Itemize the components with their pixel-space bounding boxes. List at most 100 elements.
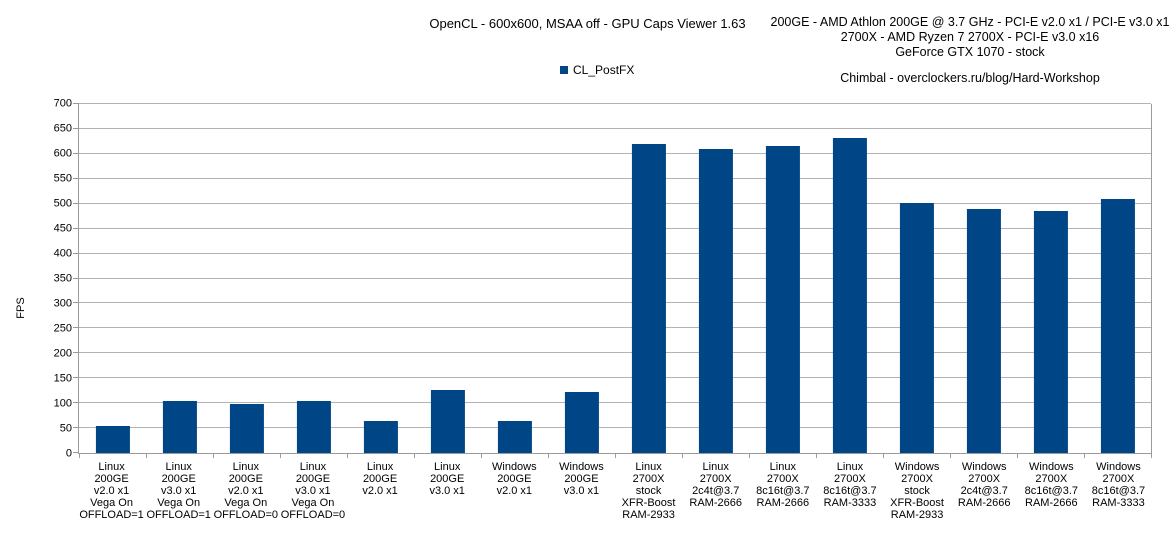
x-tick-mark: [146, 453, 147, 458]
x-category-label: Linux 200GE v2.0 x1 Vega On OFFLOAD=0: [213, 461, 279, 521]
bar: [95, 426, 130, 453]
y-tick-label: 450: [53, 222, 72, 235]
bar: [1100, 199, 1135, 453]
x-category-label: Linux 2700X 8c16t@3.7 RAM-2666: [756, 461, 810, 509]
x-category-label: Windows 2700X 8c16t@3.7 RAM-3333: [1091, 461, 1146, 509]
system-info-line-2700x: 2700X - AMD Ryzen 7 2700X - PCI-E v3.0 x…: [840, 30, 1100, 44]
bar-cell: [883, 104, 950, 453]
bar: [296, 400, 331, 453]
gridline: [79, 302, 1151, 304]
credit-line: Chimbal - overclockers.ru/blog/Hard-Work…: [840, 71, 1100, 85]
x-category-label: Windows 2700X 8c16t@3.7 RAM-2666: [1024, 461, 1078, 509]
bar: [698, 148, 733, 453]
gridline: [79, 402, 1151, 404]
y-tick-label: 200: [53, 347, 72, 360]
bar-cell: [280, 104, 347, 453]
x-category-label: Windows 200GE v3.0 x1: [559, 461, 604, 497]
x-category-label: Linux 200GE v2.0 x1: [362, 461, 398, 497]
y-tick-label: 0: [65, 447, 72, 460]
gridline: [79, 177, 1151, 179]
bar-cell: [615, 104, 682, 453]
bar-cell: [481, 104, 548, 453]
legend: CL_PostFX: [560, 63, 634, 77]
x-tick-mark: [213, 453, 214, 458]
y-tick-label: 50: [59, 422, 72, 435]
gridline: [79, 127, 1151, 129]
gridline: [79, 252, 1151, 254]
bar-cell: [213, 104, 280, 453]
bar-cell: [79, 104, 146, 453]
bar-cell: [146, 104, 213, 453]
x-category-label: Linux 2700X 8c16t@3.7 RAM-3333: [823, 461, 877, 509]
legend-swatch-icon: [560, 66, 568, 74]
x-tick-mark: [1017, 453, 1018, 458]
x-tick-mark: [682, 453, 683, 458]
y-tick-mark: [73, 352, 79, 354]
y-tick-mark: [73, 277, 79, 279]
bar-cell: [414, 104, 481, 453]
gridline: [79, 377, 1151, 379]
y-tick-mark: [73, 127, 79, 129]
x-tick-mark: [79, 453, 80, 458]
bar: [430, 389, 465, 453]
gridline: [79, 227, 1151, 229]
y-tick-label: 600: [53, 147, 72, 160]
x-tick-mark: [615, 453, 616, 458]
x-category-label: Windows 2700X stock XFR-Boost RAM-2933: [890, 461, 944, 521]
gridline: [79, 202, 1151, 204]
y-tick-mark: [73, 103, 79, 104]
gridline: [79, 427, 1151, 429]
bar-cell: [1017, 104, 1084, 453]
x-tick-mark: [749, 453, 750, 458]
x-tick-mark: [883, 453, 884, 458]
bar: [363, 420, 398, 453]
y-tick-mark: [73, 177, 79, 179]
y-tick-mark: [73, 252, 79, 254]
y-tick-label: 350: [53, 272, 72, 285]
x-category-label: Linux 200GE v2.0 x1 Vega On OFFLOAD=1: [79, 461, 144, 521]
y-axis-labels: 0 50 100 150 200 250 300 350 400 450 500 550 600 650 7…: [0, 98, 72, 459]
x-category-label: Windows 2700X 2c4t@3.7 RAM-2666: [957, 461, 1011, 509]
bar-cell: [548, 104, 615, 453]
bar: [832, 138, 867, 453]
y-tick-mark: [73, 402, 79, 404]
y-tick-label: 150: [53, 372, 72, 385]
gridline: [79, 352, 1151, 354]
bar-cell: [1084, 104, 1151, 453]
bar: [229, 403, 264, 453]
y-tick-label: 400: [53, 247, 72, 260]
bar-cell: [816, 104, 883, 453]
legend-label: CL_PostFX: [573, 63, 635, 77]
bar-cell: [749, 104, 816, 453]
y-tick-label: 100: [53, 397, 72, 410]
bar-cell: [347, 104, 414, 453]
y-tick-mark: [73, 202, 79, 204]
x-category-label: Linux 200GE v3.0 x1: [429, 461, 465, 497]
y-tick-label: 650: [53, 122, 72, 135]
bar: [497, 420, 532, 453]
bar-cell: [950, 104, 1017, 453]
bar: [899, 203, 934, 453]
system-info-block: 200GE - AMD Athlon 200GE @ 3.7 GHz - PCI…: [769, 15, 1171, 60]
chart-title: OpenCL - 600x600, MSAA off - GPU Caps Vi…: [429, 16, 746, 31]
y-tick-label: 550: [53, 172, 72, 185]
x-tick-mark: [548, 453, 549, 458]
bar: [162, 400, 197, 453]
x-tick-mark: [950, 453, 951, 458]
gridline: [79, 152, 1151, 154]
x-tick-mark: [481, 453, 482, 458]
x-tick-mark: [280, 453, 281, 458]
y-tick-label: 500: [53, 197, 72, 210]
bar: [765, 145, 800, 453]
x-category-label: Linux 2700X stock XFR-Boost RAM-2933: [621, 461, 676, 521]
y-tick-mark: [73, 377, 79, 379]
bar-cell: [682, 104, 749, 453]
bars: [79, 104, 1151, 453]
x-category-label: Linux 200GE v3.0 x1 Vega On OFFLOAD=1: [146, 461, 211, 521]
bar: [564, 392, 599, 453]
gridline: [79, 103, 1151, 104]
x-axis-labels: Linux 200GE v2.0 x1 Vega On OFFLOAD=1 Lin…: [78, 461, 1152, 521]
y-tick-mark: [73, 327, 79, 329]
system-info-line-gpu: GeForce GTX 1070 - stock: [895, 45, 1045, 59]
plot-area: [73, 103, 1152, 458]
